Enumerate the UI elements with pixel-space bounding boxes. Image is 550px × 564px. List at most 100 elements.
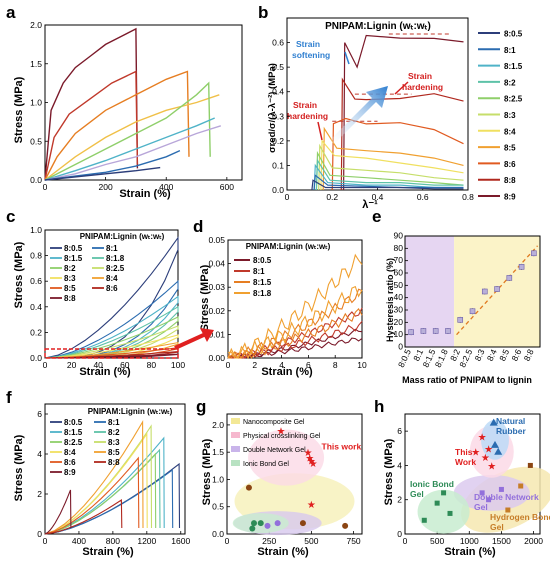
panel-label-f: f — [6, 388, 12, 407]
panel-label-a: a — [6, 3, 16, 22]
this-work-star: ★ — [478, 432, 487, 443]
panel-b-ylabel: σred/σ/(λ-λ⁻²) (MPa) — [267, 63, 278, 153]
panel-f-legend-label: 8:1 — [108, 418, 120, 427]
natural-rubber-point — [489, 418, 498, 426]
y-tick-label: 20 — [394, 317, 404, 327]
panel-b-series-0 — [343, 34, 464, 191]
panel-b-legend-label: 8:5 — [504, 144, 516, 153]
x-tick-label: 0.6 — [417, 192, 429, 202]
y-tick-label: 0.6 — [30, 276, 42, 286]
reference-point — [264, 522, 271, 529]
y-tick-label: 1.5 — [212, 447, 224, 457]
panel-b-series-1 — [340, 77, 464, 191]
panel-b-series-6 — [315, 150, 464, 191]
y-tick-label: 10 — [394, 329, 404, 339]
x-tick-label: 0 — [43, 536, 48, 546]
x-tick-label: 400 — [159, 182, 173, 192]
this-work-star: ★ — [471, 448, 480, 459]
panel-f-title: PNIPAM:Lignin (wₜ:wₜ) — [88, 407, 173, 416]
panel-f-legend-label: 8:8 — [108, 458, 120, 467]
y-tick-label: 0.03 — [208, 282, 225, 292]
annot-strain-hardening-right-2: hardening — [402, 82, 443, 92]
panel-h-annotation: This — [455, 447, 473, 457]
panel-e-trend-line — [456, 245, 539, 336]
panel-c-ylabel: Stress (MPa) — [13, 241, 25, 308]
y-tick-label: 1.5 — [30, 59, 42, 69]
y-tick-label: 0.4 — [30, 302, 42, 312]
panel-e-point — [408, 329, 414, 336]
panel-c-legend-label: 8:5 — [64, 284, 76, 293]
reference-point — [434, 500, 440, 506]
panel-e-point — [432, 328, 439, 334]
panel-b-legend-label: 8:9 — [504, 193, 516, 202]
x-tick-label: 8:3 — [473, 347, 487, 362]
panel-f-plot: 0 400 800 1200 1600 0 2 4 6 8:0.5 8:1 8:1.5 8:2 8:2.5… — [37, 403, 190, 546]
panel-g-legend-swatch — [231, 418, 240, 424]
y-tick-label: 0.5 — [212, 502, 224, 512]
x-tick-label: 2 — [252, 360, 257, 370]
x-tick-label: 500 — [304, 536, 318, 546]
panel-c-legend-label: 8:1 — [106, 244, 118, 253]
this-work-star: ★ — [305, 454, 314, 465]
panel-f-series-6 — [44, 432, 148, 535]
natural-rubber-point — [494, 447, 503, 455]
x-tick-label: 0 — [403, 536, 408, 546]
reference-point — [245, 484, 252, 491]
reference-point — [249, 525, 256, 532]
y-tick-label: 0.8 — [30, 251, 42, 261]
reference-point — [518, 483, 524, 489]
panel-d-ylabel: Stress (MPa) — [199, 264, 211, 331]
panel-f-series-10 — [44, 489, 72, 535]
x-tick-label: 8:8 — [522, 347, 536, 362]
panel-f-series-7 — [44, 420, 144, 535]
y-tick-label: 1.0 — [30, 225, 42, 235]
this-work-star: ★ — [484, 444, 493, 455]
x-tick-label: 0.4 — [372, 192, 384, 202]
y-tick-label: 0 — [397, 529, 402, 539]
panel-f-legend-label: 8:2 — [108, 428, 120, 437]
panel-h-annotation: Natural — [496, 416, 525, 426]
annot-strain-hardening-left-1: Strain — [293, 100, 317, 110]
region-ionic-bond-gel — [417, 489, 470, 534]
panel-g-legend-swatch — [231, 446, 240, 452]
panel-g-legend-label: Double Network Gel — [243, 447, 306, 454]
panel-c-xlabel: Strain (%) — [79, 366, 131, 378]
panel-e-plot: 01020304050607080908:0.58:18:1.58:1.88:2… — [394, 231, 541, 369]
panel-h-annotation: Gel — [410, 489, 424, 499]
panel-e-point — [531, 250, 537, 257]
panel-c-legend-label: 8:1.8 — [106, 254, 125, 263]
panel-b: b σred/σ/(λ-λ⁻²) (MPa) λ⁻¹ PNIPAM:Lignin… — [258, 3, 523, 211]
reference-point — [486, 497, 492, 503]
reference-point — [479, 490, 485, 496]
y-tick-label: 0 — [37, 529, 42, 539]
panel-c: c Stress (MPa) Strain (%) PNIPAM:Lignin … — [6, 207, 185, 378]
natural-rubber-point — [491, 440, 499, 448]
y-tick-label: 2.0 — [212, 420, 224, 430]
x-tick-label: 0 — [225, 536, 230, 546]
panel-b-legend-label: 8:4 — [504, 127, 516, 136]
x-tick-label: 2000 — [524, 536, 543, 546]
panel-g-ylabel: Stress (MPa) — [201, 438, 213, 505]
panel-e-point — [518, 264, 525, 270]
y-tick-label: 0.6 — [272, 38, 284, 48]
x-tick-label: 8:6 — [509, 347, 523, 362]
x-tick-label: 1600 — [171, 536, 190, 546]
this-work-star: ★ — [309, 459, 318, 470]
hardening-arrow — [394, 81, 409, 95]
panel-c-legend-label: 8:3 — [64, 274, 76, 283]
x-tick-label: 0 — [285, 192, 290, 202]
panel-b-trend-arrow — [330, 86, 388, 144]
x-tick-label: 8:1 — [411, 347, 425, 362]
panel-c-legend-label: 8:4 — [106, 274, 118, 283]
y-tick-label: 0.0 — [30, 175, 42, 185]
region-double-network-gel — [453, 474, 530, 511]
y-tick-label: 0.00 — [208, 353, 225, 363]
panel-h-xlabel: Strain (%) — [444, 546, 496, 558]
panel-b-legend-label: 8:1 — [504, 46, 516, 55]
y-tick-label: 1.0 — [212, 474, 224, 484]
y-tick-label: 6 — [37, 409, 42, 419]
panel-e-point — [457, 317, 464, 323]
